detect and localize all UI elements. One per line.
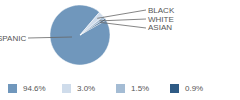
svg-text:HISPANIC: HISPANIC	[0, 34, 26, 43]
svg-text:0.9%: 0.9%	[185, 84, 203, 93]
svg-text:1.5%: 1.5%	[131, 84, 149, 93]
svg-text:BLACK: BLACK	[148, 6, 175, 15]
svg-text:3.0%: 3.0%	[77, 84, 95, 93]
svg-text:94.6%: 94.6%	[23, 84, 46, 93]
svg-text:ASIAN: ASIAN	[148, 23, 172, 32]
svg-text:WHITE: WHITE	[148, 15, 174, 24]
